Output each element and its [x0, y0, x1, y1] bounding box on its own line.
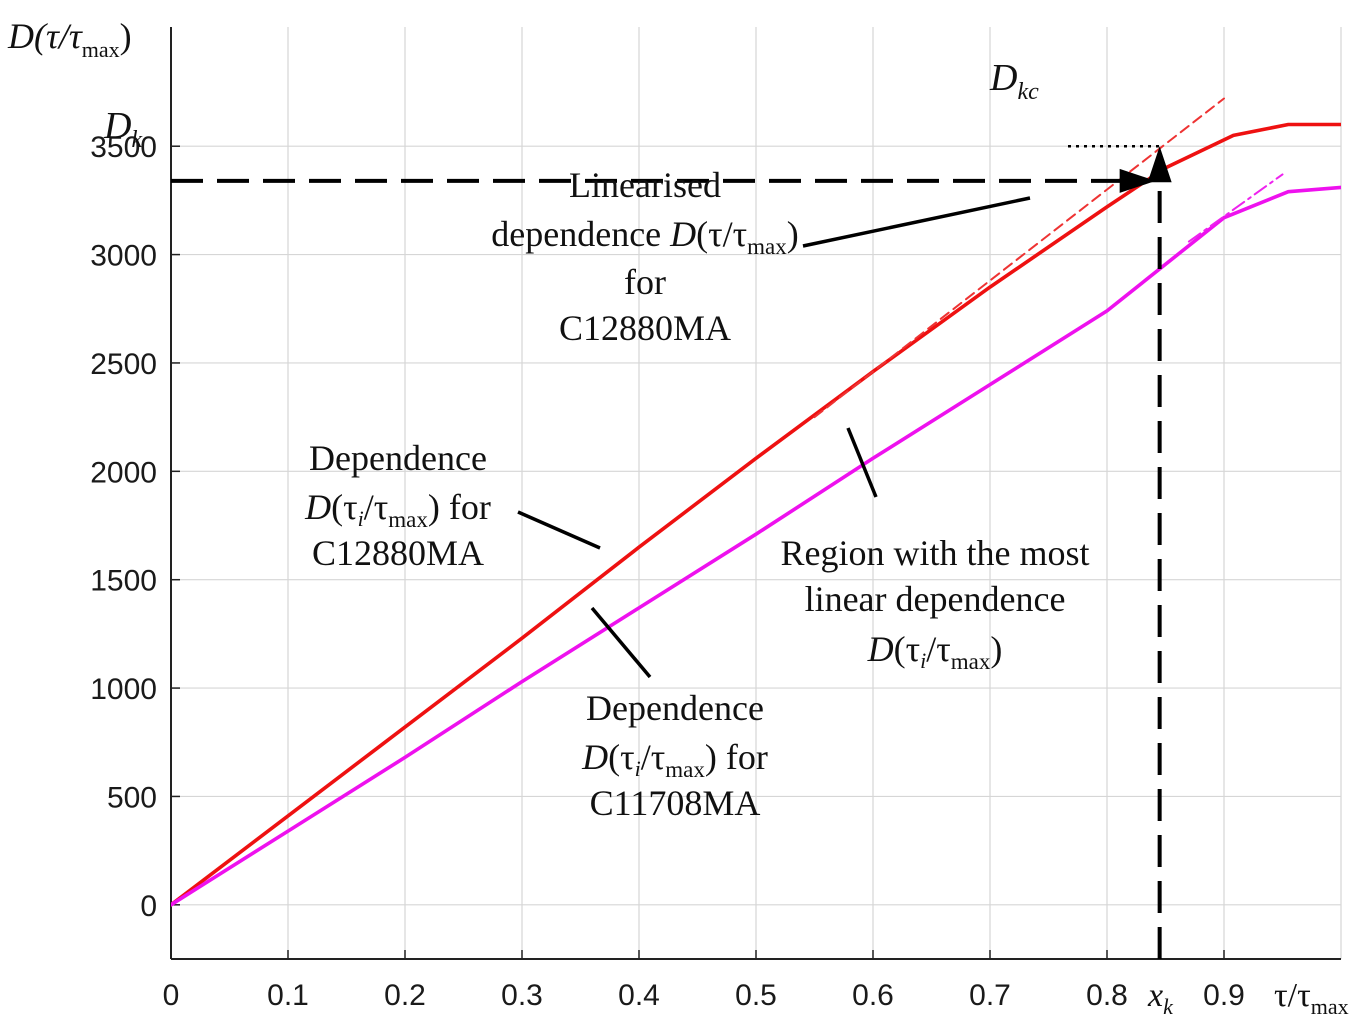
- arrow-up-icon: [1147, 146, 1172, 183]
- annotation-linearised: Linearised dependence D(τ/τmax) for C128…: [491, 165, 798, 348]
- x-tick-label: 0.4: [618, 979, 660, 1012]
- annotation-line: C11708MA: [590, 783, 761, 823]
- series-line-3: [1187, 173, 1284, 243]
- y-tick-label: 1000: [90, 673, 157, 706]
- pointer-linearised: [802, 196, 1031, 248]
- xk-label: xk: [1147, 977, 1174, 1019]
- x-tick-label: 0.7: [969, 979, 1011, 1012]
- dkc-label: Dkc: [989, 57, 1039, 105]
- annotation-line: C12880MA: [559, 308, 731, 348]
- x-tick-label: 0: [163, 979, 180, 1012]
- annotation-line: Region with the most: [781, 533, 1090, 573]
- y-tick-labels: 0 500 1000 1500 2000 2500 3000 3500: [90, 131, 180, 923]
- annotation-line: Dependence: [586, 688, 764, 728]
- x-tick-label: 0.1: [267, 979, 309, 1012]
- x-tick-label: 0.5: [735, 979, 777, 1012]
- y-axis-label: D(τ/τmax): [7, 16, 132, 62]
- annotation-line: D(τi/τmax) for: [304, 487, 491, 532]
- y-tick-label: 3000: [90, 240, 157, 273]
- annotation-line: linear dependence: [805, 579, 1066, 619]
- y-tick-label: 0: [140, 890, 157, 923]
- x-tick-label: 0.8: [1086, 979, 1128, 1012]
- x-tick-label: 0.6: [852, 979, 894, 1012]
- y-tick-label: 500: [107, 781, 157, 814]
- annotation-line: C12880MA: [312, 533, 484, 573]
- annotation-line: for: [624, 262, 666, 302]
- x-tick-labels: 0 0.1 0.2 0.3 0.4 0.5 0.6 0.7 0.8 0.9: [163, 950, 1245, 1012]
- annotation-line: Linearised: [569, 165, 721, 205]
- series-group: [171, 97, 1341, 907]
- x-tick-label: 0.2: [384, 979, 426, 1012]
- dk-label: Dk: [103, 105, 142, 153]
- annotation-line: D(τi/τmax) for: [581, 737, 768, 782]
- x-tick-label: 0.9: [1203, 979, 1245, 1012]
- annotation-line: dependence D(τ/τmax): [491, 214, 798, 259]
- y-tick-label: 2000: [90, 456, 157, 489]
- y-tick-label: 3500: [90, 131, 157, 164]
- annotation-region: Region with the most linear dependence D…: [781, 533, 1090, 674]
- series-line-2: [813, 97, 1225, 419]
- pointer-region: [846, 427, 878, 498]
- annotation-dep-c11708: Dependence D(τi/τmax) for C11708MA: [581, 688, 768, 823]
- pointer-c12880: [517, 510, 601, 550]
- x-tick-label: 0.3: [501, 979, 543, 1012]
- annotation-dep-c12880: Dependence D(τi/τmax) for C12880MA: [304, 438, 491, 573]
- x-axis-label: τ/τmax: [1274, 977, 1349, 1019]
- arrow-right-icon: [1119, 168, 1156, 193]
- y-tick-label: 1500: [90, 565, 157, 598]
- pointer-c11708: [590, 606, 652, 679]
- annotation-line: D(τi/τmax): [867, 629, 1003, 674]
- annotation-line: Dependence: [309, 438, 487, 478]
- y-tick-label: 2500: [90, 348, 157, 381]
- series-line-1: [171, 185, 1341, 907]
